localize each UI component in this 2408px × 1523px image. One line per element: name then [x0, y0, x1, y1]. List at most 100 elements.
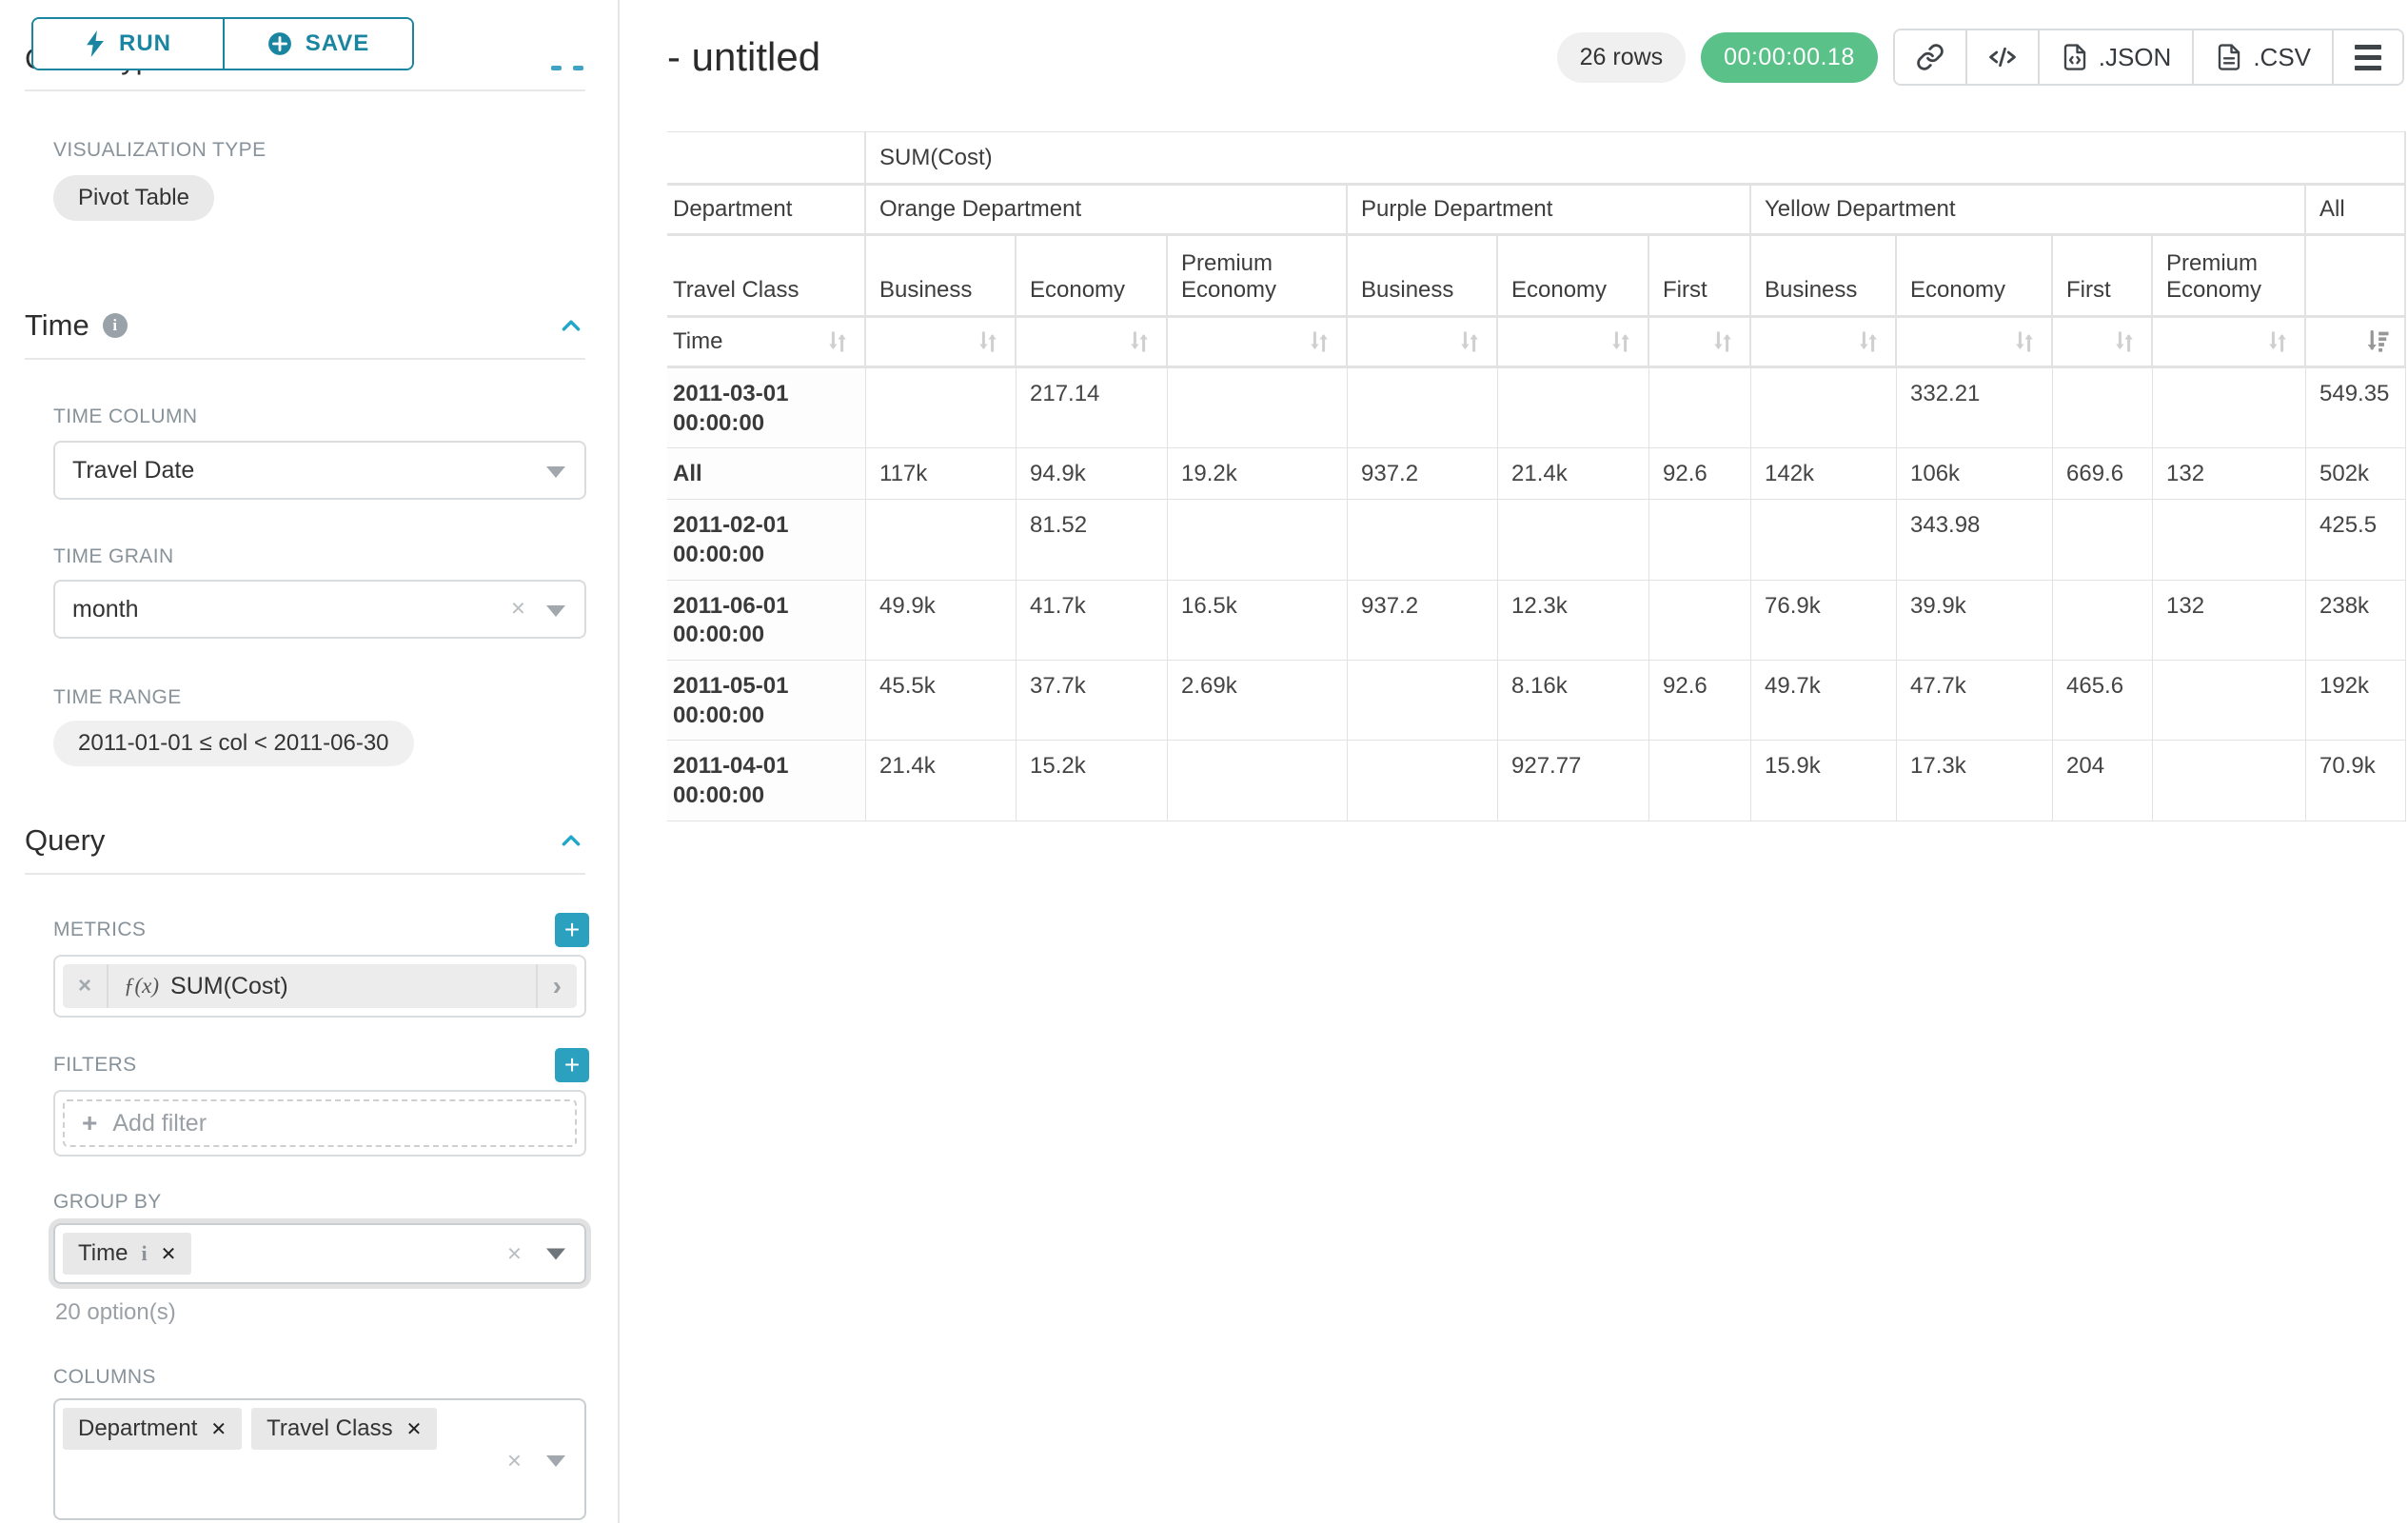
visualization-type-chip[interactable]: Pivot Table [53, 175, 214, 221]
value-cell [1649, 580, 1751, 662]
travel-class-header-cell: Travel Class [667, 236, 866, 318]
save-button[interactable]: SAVE [223, 19, 412, 69]
sort-descending-icon[interactable] [2364, 327, 2391, 356]
bolt-icon [87, 30, 104, 57]
columns-select[interactable]: Department ✕ Travel Class ✕ × [53, 1398, 586, 1520]
query-section-header: Query [25, 823, 583, 858]
time-grain-select[interactable]: month × [53, 580, 586, 639]
time-heading-text: Time [25, 308, 89, 342]
remove-tag-icon[interactable]: ✕ [160, 1243, 177, 1265]
info-icon: i [102, 313, 128, 338]
clear-icon[interactable]: × [510, 593, 525, 623]
caret-down-icon [546, 466, 565, 478]
group-by-tag-time[interactable]: Time i ✕ [63, 1233, 192, 1275]
table-row: 2011-05-01 00:00:00 45.5k 37.7k 2.69k 8.16k 9… [667, 661, 2406, 742]
copy-link-button[interactable] [1894, 30, 1965, 84]
sort-icon[interactable] [1126, 327, 1153, 356]
value-cell: 15.2k [1016, 741, 1168, 821]
value-cell [1649, 500, 1751, 581]
value-cell [1348, 368, 1498, 449]
sort-icon[interactable] [2011, 327, 2038, 356]
run-button[interactable]: RUN [33, 19, 223, 69]
download-json-button[interactable]: .JSON [2037, 30, 2193, 84]
time-column-select[interactable]: Travel Date [53, 441, 586, 500]
class-header-cell: First [2053, 236, 2153, 318]
sort-icon[interactable] [1855, 327, 1882, 356]
row-label-cell: 2011-04-01 00:00:00 [667, 741, 866, 821]
group-by-select[interactable]: Time i ✕ × [53, 1223, 586, 1284]
group-by-label: GROUP BY [53, 1191, 162, 1213]
tag-label: Travel Class [266, 1415, 393, 1441]
value-cell [866, 500, 1016, 581]
clear-icon[interactable]: × [506, 1446, 522, 1474]
value-cell: 70.9k [2306, 741, 2406, 821]
sidebar-topbar: Chart Type RUN SAVE [0, 0, 618, 91]
column-type-icon: i [141, 1241, 148, 1265]
time-range-chip[interactable]: 2011-01-01 ≤ col < 2011-06-30 [53, 721, 414, 766]
query-timer-badge: 00:00:00.18 [1701, 31, 1878, 83]
chevron-right-icon[interactable]: › [552, 971, 562, 1000]
value-cell: 92.6 [1649, 661, 1751, 742]
file-text-icon [2219, 44, 2240, 70]
department-group-header: Yellow Department [1751, 186, 2306, 236]
chart-header-controls: 26 rows 00:00:00.18 .JSON .CSV [1556, 29, 2404, 86]
page-title[interactable]: - untitled [667, 34, 821, 79]
sort-icon[interactable] [2111, 327, 2138, 356]
sort-icon[interactable] [1456, 327, 1483, 356]
class-header-cell: Economy [1016, 236, 1168, 318]
chart-type-collapse-icon[interactable] [551, 66, 583, 70]
row-label-cell: 2011-06-01 00:00:00 [667, 580, 866, 662]
value-cell [2053, 368, 2153, 449]
add-metric-button[interactable]: + [555, 913, 589, 947]
value-cell: 21.4k [866, 741, 1016, 821]
caret-down-icon [546, 1454, 565, 1467]
class-header-cell: Economy [1897, 236, 2053, 318]
sort-header-cell [2153, 318, 2306, 368]
columns-tag-travel-class[interactable]: Travel Class ✕ [251, 1408, 438, 1450]
section-divider [25, 89, 585, 91]
value-cell: 37.7k [1016, 661, 1168, 742]
chevron-up-icon[interactable] [559, 828, 583, 853]
value-cell: 465.6 [2053, 661, 2153, 742]
chart-panel: - untitled 26 rows 00:00:00.18 .JSON [620, 0, 2408, 1523]
class-header-cell: First [1649, 236, 1751, 318]
remove-tag-icon[interactable]: ✕ [210, 1418, 227, 1440]
value-cell: 106k [1897, 448, 2053, 501]
sort-icon[interactable] [824, 327, 851, 356]
add-filter-button[interactable]: + Add filter [63, 1099, 577, 1147]
download-json-label: .JSON [2098, 42, 2172, 71]
sort-icon[interactable] [1608, 327, 1634, 356]
sort-header-cell [1348, 318, 1498, 368]
table-row: 2011-06-01 00:00:00 49.9k 41.7k 16.5k 937.2 1… [667, 580, 2406, 662]
metric-chip[interactable]: × ƒ(x) SUM(Cost) › [63, 964, 577, 1008]
time-column-value: Travel Date [72, 456, 195, 484]
sort-icon[interactable] [1709, 327, 1736, 356]
value-cell: 217.14 [1016, 368, 1168, 449]
sort-icon[interactable] [975, 327, 1001, 356]
value-cell: 117k [866, 448, 1016, 501]
value-cell: 47.7k [1897, 661, 2053, 742]
chevron-up-icon[interactable] [559, 313, 583, 338]
sort-header-cell [866, 318, 1016, 368]
section-divider [25, 358, 585, 360]
embed-code-button[interactable] [1964, 30, 2038, 84]
columns-tag-department[interactable]: Department ✕ [63, 1408, 243, 1450]
remove-tag-icon[interactable]: ✕ [405, 1418, 423, 1440]
remove-metric-icon[interactable]: × [78, 973, 92, 999]
file-code-icon [2063, 44, 2085, 70]
columns-label: COLUMNS [53, 1366, 156, 1388]
add-filter-plus-button[interactable]: + [555, 1048, 589, 1082]
value-cell: 19.2k [1168, 448, 1348, 501]
sort-icon[interactable] [1306, 327, 1332, 356]
department-group-header: Orange Department [866, 186, 1348, 236]
sort-icon[interactable] [2264, 327, 2291, 356]
time-range-label: TIME RANGE [53, 686, 182, 708]
value-cell: 2.69k [1168, 661, 1348, 742]
download-csv-button[interactable]: .CSV [2192, 30, 2332, 84]
table-row: 2011-04-01 00:00:00 21.4k 15.2k 927.77 15.9k… [667, 741, 2406, 821]
pivot-corner-cell [667, 131, 866, 186]
clear-icon[interactable]: × [506, 1238, 522, 1268]
menu-button[interactable] [2332, 30, 2402, 84]
value-cell [1168, 368, 1348, 449]
